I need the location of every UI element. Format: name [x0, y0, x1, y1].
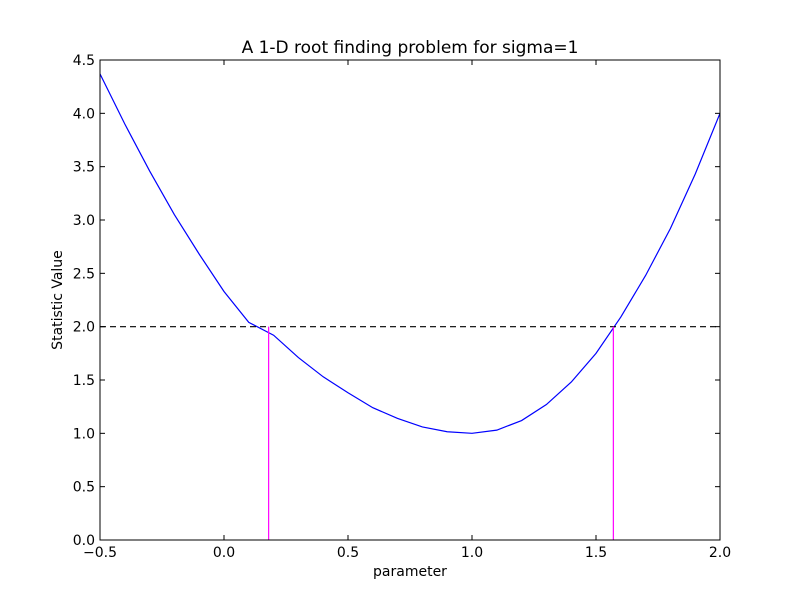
y-axis-label: Statistic Value [50, 250, 66, 350]
y-tick-label: 0.0 [73, 533, 95, 549]
y-tick-label: 2.0 [73, 320, 95, 336]
series-line-0 [99, 73, 721, 434]
plot-frame [99, 59, 721, 541]
y-tick-label: 0.5 [73, 480, 95, 496]
y-tick-label: 2.5 [73, 266, 95, 282]
x-tick-label: 1.0 [461, 545, 483, 561]
x-tick-label: 2.0 [709, 545, 731, 561]
x-tick-label: −0.5 [83, 545, 117, 561]
x-tick-label: 1.5 [585, 545, 607, 561]
y-tick-label: 3.5 [73, 160, 95, 176]
y-tick-label: 3.0 [73, 213, 95, 229]
chart-title: A 1-D root finding problem for sigma=1 [242, 38, 579, 58]
y-tick-label: 1.5 [73, 373, 95, 389]
y-tick-label: 4.0 [73, 106, 95, 122]
y-tick-label: 1.0 [73, 426, 95, 442]
x-axis-label: parameter [373, 564, 447, 580]
x-tick-label: 0.5 [337, 545, 359, 561]
x-tick-label: 0.0 [213, 545, 235, 561]
y-tick-label: 4.5 [73, 53, 95, 69]
